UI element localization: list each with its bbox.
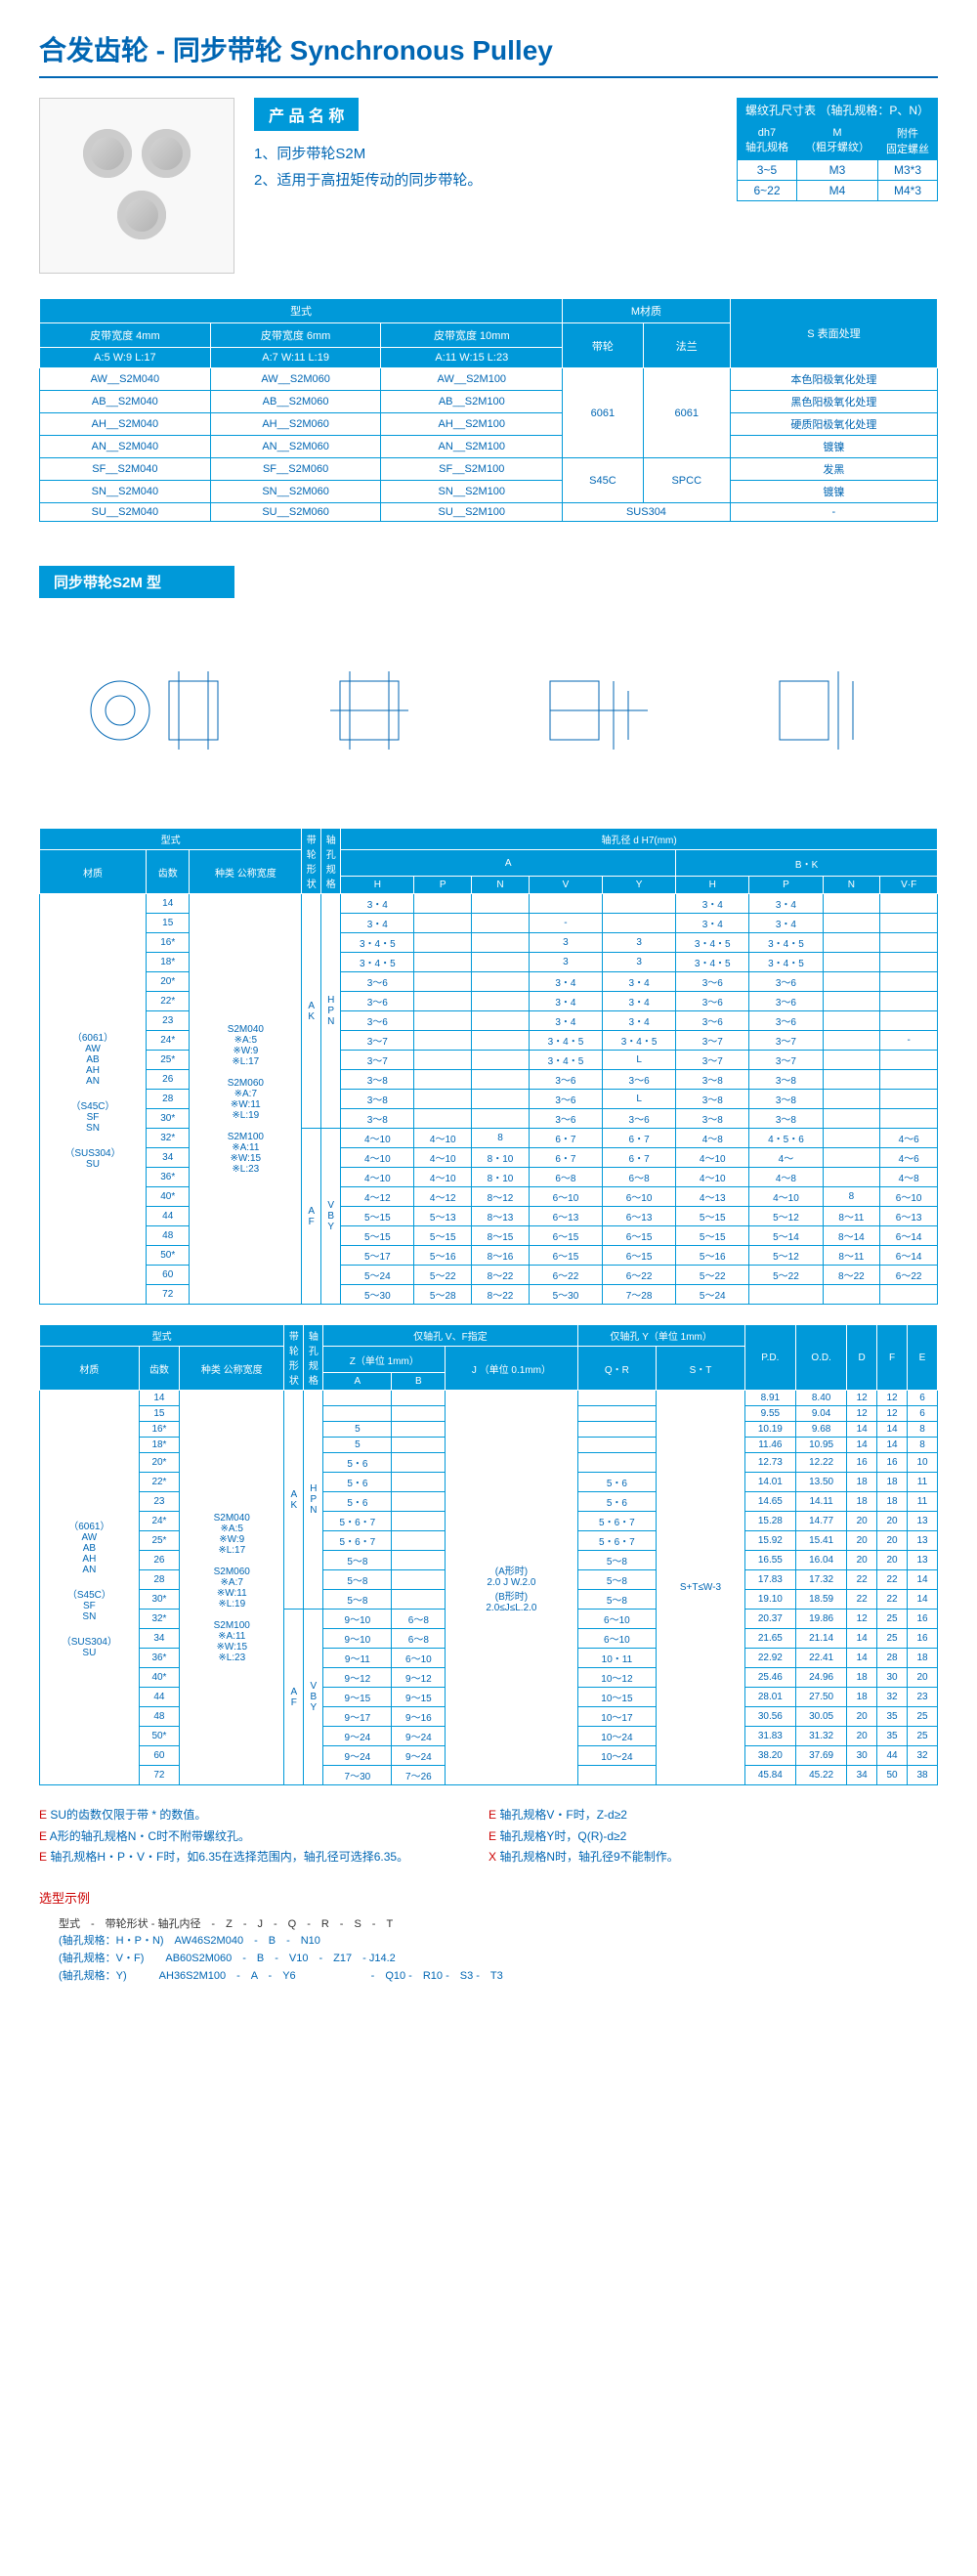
bore-table: 型式 带轮形状 轴孔规格 轴孔径 d H7(mm) 材质 齿数 种类 公称宽度 … [39, 828, 938, 1305]
product-name-header: 产 品 名 称 [254, 98, 359, 131]
diagram-2 [291, 632, 467, 789]
type-table: 型式 M材质 S 表面处理 皮带宽度 4mm皮带宽度 6mm皮带宽度 10mm带… [39, 298, 938, 522]
section-s2m-header: 同步带轮S2M 型 [39, 566, 234, 598]
product-desc-2: 2、适用于高扭矩传动的同步带轮。 [254, 167, 717, 193]
example-section: 选型示例 型式 - 带轮形状 - 轴孔内径 - Z - J - Q - R - … [39, 1888, 938, 1985]
diagram-1 [71, 632, 247, 789]
product-desc-1: 1、同步带轮S2M [254, 141, 717, 167]
example-header: 型式 - 带轮形状 - 轴孔内径 - Z - J - Q - R - S - T [39, 1916, 938, 1934]
top-section: 产 品 名 称 1、同步带轮S2M 2、适用于高扭矩传动的同步带轮。 螺纹孔尺寸… [39, 98, 938, 274]
key-table: 型式 带轮形状 轴孔规格 仅轴孔 V、F指定 仅轴孔 Y（单位 1mm） P.D… [39, 1324, 938, 1785]
screw-spec-table: 螺纹孔尺寸表 （轴孔规格：P、N） dh7 轴孔规格M （粗牙螺纹）附件 固定螺… [737, 98, 938, 201]
diagram-4 [731, 632, 907, 789]
example-title: 选型示例 [39, 1888, 938, 1907]
notes-section: E SU的齿数仅限于带 * 的数值。E 轴孔规格V・F时，Z-d≥2E A形的轴… [39, 1805, 938, 1868]
diagram-3 [511, 632, 687, 789]
diagram-area [39, 613, 938, 808]
page-title: 合发齿轮 - 同步带轮 Synchronous Pulley [39, 29, 938, 78]
product-image [39, 98, 234, 274]
